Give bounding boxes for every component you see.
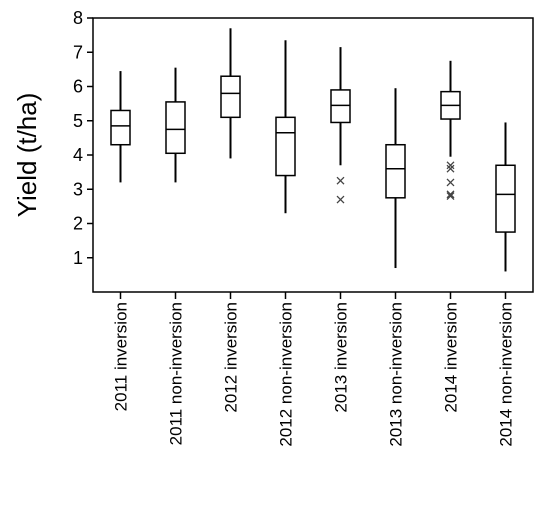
x-category-label: 2013 inversion — [332, 302, 351, 413]
y-tick-label: 3 — [73, 179, 83, 199]
y-tick-label: 1 — [73, 248, 83, 268]
outlier-marker — [446, 190, 455, 199]
iqr-box — [330, 89, 351, 124]
iqr-box — [495, 164, 516, 233]
y-tick-label: 6 — [73, 77, 83, 97]
outlier-marker — [446, 164, 455, 173]
plot-frame — [92, 17, 534, 293]
iqr-box — [275, 116, 296, 177]
x-category-label: 2012 non-inversion — [277, 302, 296, 447]
outlier-marker — [446, 161, 455, 170]
y-tick-label: 2 — [73, 214, 83, 234]
x-category-label: 2011 inversion — [112, 302, 131, 411]
y-axis-title: Yield (t/ha) — [12, 93, 42, 218]
x-category-label: 2011 non-inversion — [167, 302, 186, 445]
outlier-marker — [446, 192, 455, 201]
outlier-marker — [446, 178, 455, 187]
outlier-marker — [336, 176, 345, 185]
y-tick-label: 8 — [73, 8, 83, 28]
y-tick-label: 4 — [73, 145, 83, 165]
iqr-box — [110, 109, 131, 146]
x-category-label: 2013 non-inversion — [387, 302, 406, 447]
x-category-label: 2014 non-inversion — [497, 302, 516, 447]
iqr-box — [165, 101, 186, 155]
y-tick-label: 7 — [73, 42, 83, 62]
y-tick-label: 5 — [73, 111, 83, 131]
x-category-label: 2012 inversion — [222, 302, 241, 413]
iqr-box — [385, 143, 406, 199]
iqr-box — [220, 75, 241, 119]
outlier-marker — [336, 195, 345, 204]
x-category-label: 2014 inversion — [442, 302, 461, 413]
